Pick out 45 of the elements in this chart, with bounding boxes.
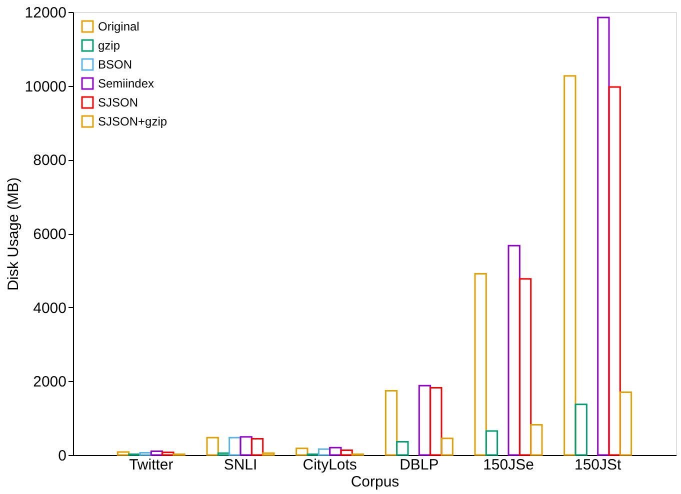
bar: [564, 75, 576, 456]
bar: [116, 451, 130, 456]
bar: [217, 452, 230, 456]
bar: [574, 404, 588, 456]
y-tick-label: 2000: [33, 374, 66, 391]
bar: [150, 450, 164, 456]
bar: [619, 391, 632, 456]
bar: [396, 440, 409, 456]
y-tick-label: 8000: [33, 152, 66, 170]
y-axis-title: Disk Usage (MB): [4, 177, 22, 291]
bar: [530, 424, 543, 456]
bar: [474, 272, 487, 456]
bar: [318, 448, 331, 456]
x-tick-label: SNLI: [224, 456, 258, 474]
bar: [262, 452, 275, 456]
bar: [162, 452, 174, 456]
bar: [430, 387, 442, 456]
bar: [440, 438, 454, 456]
bar: [250, 438, 264, 456]
legend-label: gzip: [98, 38, 120, 52]
bar: [384, 390, 398, 456]
x-tick-label: CityLots: [302, 456, 357, 474]
bar: [329, 446, 342, 456]
x-axis-title: Corpus: [350, 474, 400, 490]
legend-label: Original: [98, 20, 140, 34]
x-tick-label: DBLP: [400, 456, 439, 474]
bar: [518, 278, 532, 456]
bar: [206, 436, 219, 456]
x-tick-label: 150JSt: [574, 456, 622, 474]
y-tick-label: 4000: [33, 300, 66, 317]
legend-label: Semiindex: [98, 76, 154, 90]
bar: [340, 449, 353, 456]
y-tick-label: 12000: [24, 4, 66, 22]
bar: [608, 86, 621, 456]
x-tick-label: Twitter: [129, 456, 174, 474]
bar: [485, 430, 498, 456]
bar: [296, 448, 308, 456]
legend-label: SJSON+gzip: [98, 114, 168, 128]
bar: [139, 452, 152, 456]
legend-label: SJSON: [98, 96, 138, 110]
y-tick-label: 0: [58, 448, 66, 464]
legend-label: BSON: [98, 58, 132, 72]
y-tick-label: 10000: [24, 78, 66, 96]
x-tick-label: 150JSe: [483, 456, 534, 474]
y-tick-label: 6000: [33, 226, 66, 243]
